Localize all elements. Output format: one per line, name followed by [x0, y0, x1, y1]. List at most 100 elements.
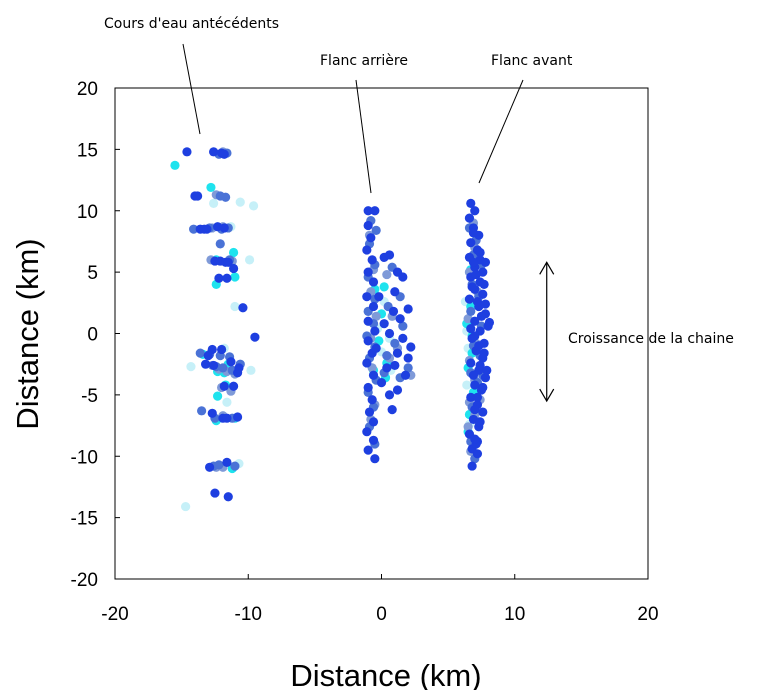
- data-point: [363, 267, 373, 277]
- data-point: [382, 363, 392, 373]
- data-point: [371, 225, 381, 235]
- data-point: [478, 382, 488, 393]
- data-point: [368, 435, 379, 445]
- data-point: [471, 269, 481, 280]
- data-point: [390, 287, 400, 297]
- data-point: [400, 370, 411, 380]
- data-point: [370, 326, 380, 336]
- data-point: [223, 492, 233, 502]
- data-point: [210, 488, 220, 498]
- annotation-antecedent-streams: Cours d'eau antécédents: [104, 16, 279, 32]
- data-point: [195, 348, 205, 358]
- annotation-back-limb: Flanc arrière: [320, 53, 408, 69]
- data-points: [170, 147, 495, 512]
- data-point: [363, 445, 373, 455]
- data-point: [170, 160, 180, 170]
- data-point: [367, 395, 377, 405]
- x-tick-label: 10: [504, 604, 525, 625]
- data-point: [193, 191, 203, 201]
- data-point: [366, 233, 376, 243]
- data-point: [189, 224, 199, 234]
- data-point: [463, 422, 473, 432]
- x-axis-label: Distance (km): [290, 658, 481, 690]
- data-point: [201, 359, 211, 369]
- data-point: [367, 255, 377, 265]
- data-point: [470, 380, 480, 390]
- data-point: [392, 385, 403, 395]
- data-point: [230, 461, 240, 471]
- data-point: [371, 343, 381, 353]
- data-point: [209, 198, 219, 208]
- data-point: [362, 427, 372, 437]
- y-axis-label: Distance (km): [10, 238, 45, 429]
- data-point: [222, 397, 232, 407]
- data-point: [390, 360, 400, 371]
- data-point: [246, 365, 256, 375]
- data-point: [206, 182, 216, 193]
- data-point: [475, 417, 485, 427]
- data-point: [466, 323, 476, 334]
- data-point: [470, 316, 480, 326]
- data-point: [466, 238, 476, 248]
- data-point: [464, 294, 475, 304]
- data-point: [363, 206, 373, 216]
- data-point: [374, 292, 384, 302]
- data-point: [219, 381, 229, 391]
- data-point: [406, 342, 416, 352]
- growth-arrow-head-bottom: [539, 388, 555, 403]
- data-point: [403, 353, 413, 363]
- data-point: [368, 417, 379, 427]
- data-point: [228, 381, 239, 391]
- y-tick-label: 5: [87, 263, 98, 284]
- data-point: [362, 245, 372, 255]
- y-tick-label: 15: [77, 140, 98, 161]
- y-axis-ticks: -20 -15 -10 -5 0 5 10 15 20: [71, 79, 120, 591]
- data-point: [472, 449, 483, 459]
- data-point: [219, 149, 229, 159]
- data-point: [468, 228, 479, 238]
- data-point: [466, 198, 476, 208]
- data-point: [226, 357, 236, 367]
- data-point: [222, 413, 232, 423]
- data-point: [222, 457, 232, 467]
- data-point: [371, 311, 381, 321]
- data-point: [235, 197, 245, 207]
- data-point: [384, 328, 395, 339]
- data-point: [484, 317, 495, 328]
- x-tick-label: 20: [637, 604, 658, 625]
- data-point: [364, 407, 375, 417]
- data-point: [387, 405, 397, 415]
- data-point: [244, 255, 255, 265]
- data-point: [238, 303, 248, 313]
- data-point: [395, 314, 405, 324]
- data-point: [219, 223, 229, 233]
- data-point: [478, 407, 488, 417]
- data-point: [368, 277, 379, 287]
- data-point: [398, 321, 408, 331]
- data-point: [215, 239, 225, 249]
- x-axis-ticks: -20 -10 0 10 20: [101, 574, 659, 625]
- data-point: [376, 378, 387, 388]
- data-point: [470, 206, 480, 216]
- data-point: [470, 405, 480, 415]
- data-point: [205, 462, 215, 472]
- data-point: [480, 299, 491, 309]
- growth-arrow: [539, 261, 555, 403]
- data-point: [482, 365, 492, 375]
- x-tick-label: -20: [101, 604, 128, 625]
- data-point: [379, 282, 389, 292]
- data-point: [197, 406, 207, 416]
- data-point: [363, 220, 373, 231]
- data-point: [368, 301, 379, 312]
- growth-arrow-head-top: [539, 261, 555, 275]
- data-point: [202, 224, 212, 234]
- data-point: [250, 332, 260, 342]
- data-point: [232, 412, 243, 422]
- data-point: [464, 213, 475, 223]
- x-tick-label: -10: [235, 604, 262, 625]
- data-point: [220, 192, 231, 202]
- data-point: [476, 311, 487, 321]
- data-point: [182, 147, 192, 157]
- data-point: [398, 272, 408, 282]
